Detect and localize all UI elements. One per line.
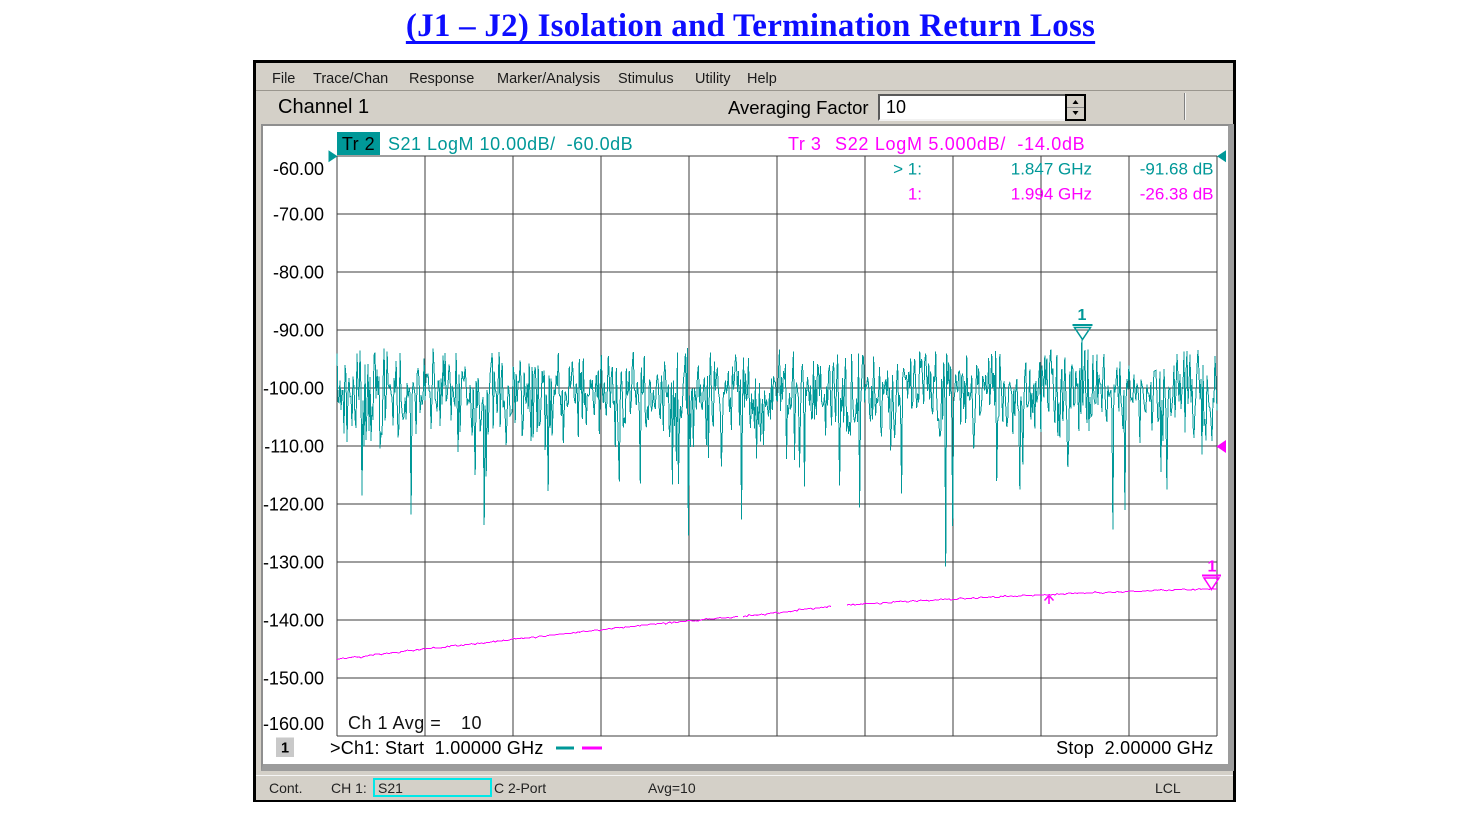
svg-text:Ch 1 Avg =: Ch 1 Avg = (348, 713, 441, 733)
svg-text:-80.00: -80.00 (273, 263, 324, 283)
svg-text:S21 LogM 10.00dB/ -60.0dB: S21 LogM 10.00dB/ -60.0dB (388, 134, 633, 154)
svg-text:Stop 2.00000 GHz: Stop 2.00000 GHz (1056, 738, 1213, 758)
svg-text:10: 10 (461, 713, 482, 733)
svg-text:-70.00: -70.00 (273, 205, 324, 225)
svg-text:Tr 2: Tr 2 (342, 134, 375, 154)
svg-text:-90.00: -90.00 (273, 321, 324, 341)
svg-text:S22 LogM 5.000dB/ -14.0dB: S22 LogM 5.000dB/ -14.0dB (835, 134, 1085, 154)
svg-text:1: 1 (1208, 559, 1217, 576)
svg-text:1: 1 (281, 741, 289, 757)
svg-text:1.994 GHz: 1.994 GHz (1011, 185, 1092, 204)
svg-text:-140.00: -140.00 (263, 611, 324, 631)
svg-text:1:: 1: (908, 185, 922, 204)
svg-text:Tr 3: Tr 3 (788, 134, 821, 154)
svg-text:1: 1 (1078, 307, 1087, 324)
svg-text:-91.68 dB: -91.68 dB (1140, 160, 1214, 179)
svg-text:-110.00: -110.00 (264, 437, 324, 457)
svg-text:-60.00: -60.00 (273, 159, 324, 179)
svg-text:-150.00: -150.00 (263, 669, 324, 689)
svg-text:>Ch1: Start 1.00000 GHz: >Ch1: Start 1.00000 GHz (330, 738, 544, 758)
svg-text:-26.38 dB: -26.38 dB (1140, 185, 1214, 204)
svg-text:-160.00: -160.00 (263, 714, 324, 734)
svg-text:> 1:: > 1: (893, 160, 922, 179)
svg-text:-100.00: -100.00 (263, 379, 324, 399)
svg-text:-130.00: -130.00 (263, 553, 324, 573)
svg-text:-120.00: -120.00 (263, 495, 324, 515)
svg-text:1.847 GHz: 1.847 GHz (1011, 160, 1092, 179)
